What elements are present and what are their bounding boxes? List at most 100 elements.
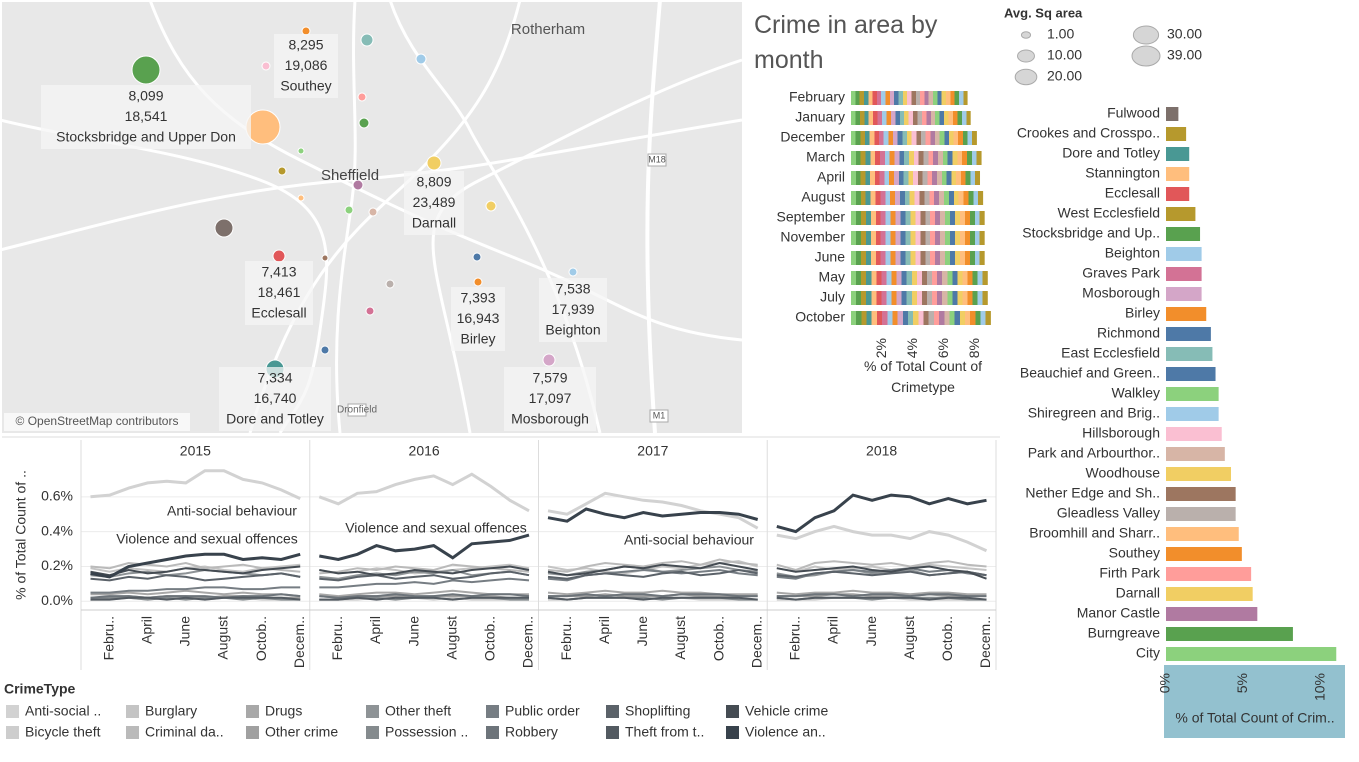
x-tick-label: June: [405, 616, 421, 647]
legend-label: Anti-social ..: [25, 703, 101, 719]
y-tick-label: Ecclesall: [1105, 185, 1160, 201]
bar: [1166, 567, 1252, 581]
line: [319, 596, 529, 601]
annotation-label: Darnall: [412, 215, 456, 231]
bar: [1166, 127, 1187, 141]
line: [547, 491, 759, 530]
line: [90, 469, 301, 500]
bar: [1166, 547, 1242, 561]
x-tick-label: 10%: [1311, 673, 1327, 701]
annotation-bg: [404, 171, 464, 235]
bar: [851, 291, 988, 305]
annotation-value: 7,393: [460, 290, 495, 306]
x-tick-label: April: [138, 616, 154, 644]
line: [319, 533, 530, 562]
y-tick-label: October: [795, 309, 845, 325]
bar: [1166, 107, 1179, 121]
legend-swatch: [726, 726, 739, 739]
annotation-bg: [451, 287, 505, 351]
bar: [1166, 627, 1293, 641]
x-tick-label: June: [177, 616, 193, 647]
legend-swatch: [246, 705, 259, 718]
annotation-bg: [219, 367, 331, 431]
size-legend-label: 1.00: [1047, 26, 1074, 42]
panel-header: 2015: [180, 443, 211, 459]
y-tick-label: Firth Park: [1099, 565, 1161, 581]
line: [776, 596, 987, 601]
line: [90, 589, 301, 598]
x-tick-label: Octob..: [253, 616, 269, 661]
legend-label: Possession ..: [385, 724, 468, 740]
line: [776, 524, 988, 553]
bar: [1166, 527, 1239, 541]
place-label: Rotherham: [511, 21, 585, 38]
y-tick-label: May: [819, 269, 845, 285]
y-tick-label: 0.2%: [41, 557, 73, 573]
y-tick-label: 0.6%: [41, 488, 73, 504]
attribution: © OpenStreetMap contributors: [16, 414, 179, 428]
y-tick-label: Shiregreen and Brig..: [1028, 405, 1160, 421]
panel-header: 2016: [409, 443, 440, 459]
legend-swatch: [366, 705, 379, 718]
size-legend-mark: [1017, 49, 1035, 63]
bar: [1166, 227, 1201, 241]
line: [90, 565, 301, 577]
y-tick-label: Nether Edge and Sh..: [1025, 485, 1160, 501]
line: [547, 558, 758, 573]
line: [776, 570, 987, 578]
legend-swatch: [606, 705, 619, 718]
line-annotation: Anti-social behaviour: [624, 532, 754, 548]
size-legend-mark: [1020, 31, 1032, 39]
x-tick-label: Febru..: [787, 616, 803, 660]
annotation-value: 19,086: [285, 57, 328, 73]
y-tick-label: Stocksbridge and Up..: [1022, 225, 1160, 241]
bar: [1166, 587, 1253, 601]
annotation-label: Birley: [460, 331, 495, 347]
bar: [1166, 467, 1232, 481]
size-legend-mark: [1132, 25, 1160, 45]
bar: [1166, 367, 1216, 381]
y-tick-label: Crookes and Crosspo..: [1017, 125, 1160, 141]
line: [548, 593, 758, 598]
y-tick-label: Woodhouse: [1086, 465, 1161, 481]
bar: [1166, 407, 1219, 421]
bar: [851, 271, 988, 285]
y-tick-label: Manor Castle: [1077, 605, 1160, 621]
bar: [851, 171, 981, 185]
y-tick-label: Birley: [1125, 305, 1160, 321]
bar: [1166, 507, 1236, 521]
y-tick-label: Mosborough: [1082, 285, 1160, 301]
annotation-value: 23,489: [413, 194, 456, 210]
bar: [1166, 647, 1337, 661]
legend-swatch: [126, 705, 139, 718]
x-tick-label: April: [825, 616, 841, 644]
legend-label: Burglary: [145, 703, 197, 719]
bar: [1166, 267, 1202, 281]
line: [776, 593, 987, 598]
bar: [851, 311, 991, 325]
x-axis-title: % of Total Count of Crimetype: [863, 358, 983, 395]
x-tick-label: Decem..: [977, 616, 993, 668]
bar: [1166, 307, 1207, 321]
legend-label: Criminal da..: [145, 724, 224, 740]
annotation-value: 8,099: [128, 88, 163, 104]
annotation-bg: [539, 278, 607, 342]
line: [776, 563, 987, 573]
bar: [1166, 167, 1190, 181]
x-tick-label: June: [634, 616, 650, 647]
bar: [1166, 247, 1202, 261]
legend-title: CrimeType: [4, 681, 76, 697]
annotation-value: 16,943: [457, 310, 500, 326]
legend-swatch: [366, 726, 379, 739]
annotation-label: Stocksbridge and Upper Don: [56, 129, 236, 145]
y-tick-label: April: [817, 169, 845, 185]
annotation-value: 16,740: [254, 390, 297, 406]
place-label: Dronfield: [337, 405, 377, 416]
x-tick-label: 2%: [873, 338, 889, 358]
x-tick-label: Octob..: [939, 616, 955, 661]
annotation-value: 18,461: [258, 284, 301, 300]
y-tick-label: Stannington: [1085, 165, 1160, 181]
road-badge: [647, 153, 667, 167]
axis-title-bg: [1164, 665, 1345, 738]
